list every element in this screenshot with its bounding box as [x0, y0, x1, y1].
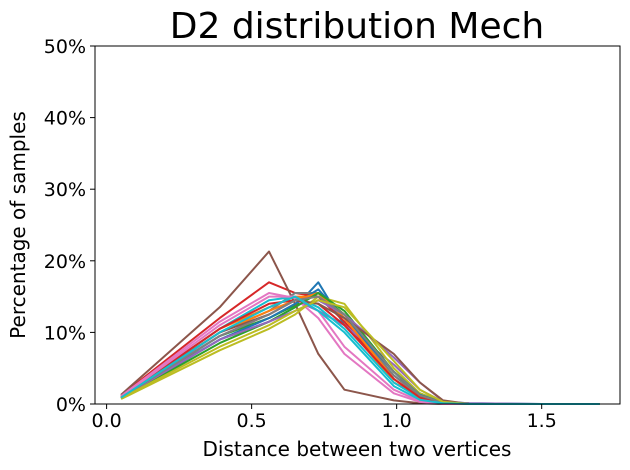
y-axis-label: Percentage of samples — [6, 111, 30, 339]
y-tick-label: 0% — [56, 394, 86, 416]
chart-title: D2 distribution Mech — [170, 6, 544, 47]
series-line-20 — [120, 295, 600, 405]
y-axis-ticks: 0% 10% 20% 30% 40% 50% — [44, 36, 95, 416]
x-tick-label: 1.5 — [527, 410, 557, 432]
x-axis-label: Distance between two vertices — [203, 437, 512, 461]
x-tick-label: 0.5 — [237, 410, 267, 432]
y-tick-label: 50% — [44, 36, 86, 58]
y-tick-label: 30% — [44, 179, 86, 201]
y-tick-label: 10% — [44, 322, 86, 344]
plot-frame — [94, 45, 621, 405]
series-layer — [120, 250, 600, 405]
y-tick-label: 20% — [44, 251, 86, 273]
y-tick-label: 40% — [44, 108, 86, 130]
x-tick-label: 1.0 — [382, 410, 412, 432]
x-axis-ticks: 0.0 0.5 1.0 1.5 — [91, 404, 557, 432]
x-tick-label: 0.0 — [91, 410, 121, 432]
